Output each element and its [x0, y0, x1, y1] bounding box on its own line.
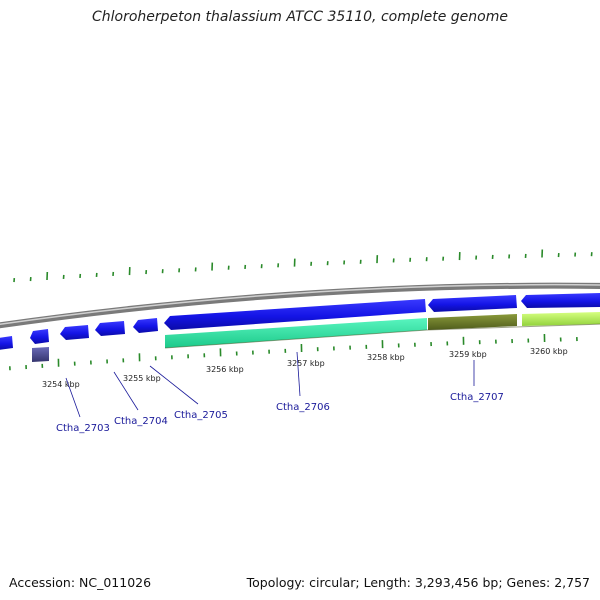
gene-callouts: Ctha_2703 Ctha_2704 Ctha_2705 Ctha_2706 Ctha… — [56, 351, 504, 434]
genome-backbone — [0, 282, 600, 329]
gene-callout-line — [113, 371, 139, 411]
scale-label: 3256 kbp — [206, 365, 244, 374]
gene-label[interactable]: Ctha_2706 — [276, 402, 330, 413]
gene-callout-line — [65, 377, 81, 418]
cog-block-purple — [32, 347, 49, 362]
inner-tick-ring — [9, 333, 578, 371]
gene-label[interactable]: Ctha_2703 — [56, 423, 110, 434]
cds-ctha-2703[interactable] — [0, 336, 13, 350]
map-title: Chloroherpeton thalassium ATCC 35110, co… — [92, 9, 508, 25]
scale-labels: 3254 kbp 3255 kbp 3256 kbp 3257 kbp 3258 kbp… — [42, 347, 568, 389]
scale-label: 3258 kbp — [367, 353, 405, 362]
cds-ctha-2706[interactable] — [164, 299, 426, 330]
scale-label: 3259 kbp — [449, 350, 487, 359]
cog-track-edge — [164, 323, 600, 349]
cds-ctha-2705b[interactable] — [95, 321, 125, 336]
accession-text: Accession: NC_011026 — [9, 575, 152, 590]
outer-tick-ring — [13, 249, 593, 283]
cds-ctha-2705c[interactable] — [133, 318, 158, 333]
gene-label[interactable]: Ctha_2707 — [450, 392, 504, 403]
gene-callout-line — [149, 365, 199, 405]
scale-label: 3255 kbp — [123, 374, 161, 383]
cog-block-lime — [522, 312, 600, 326]
cog-block-teal — [165, 318, 427, 348]
gene-callout-line — [296, 351, 301, 397]
cog-track — [32, 312, 600, 362]
scale-label: 3254 kbp — [42, 380, 80, 389]
cds-ctha-2704[interactable] — [30, 329, 49, 344]
gene-label[interactable]: Ctha_2705 — [174, 410, 228, 421]
cds-track — [0, 293, 600, 350]
cds-ctha-2707[interactable] — [428, 295, 517, 312]
genome-backbone-highlight — [0, 283, 600, 326]
gene-label[interactable]: Ctha_2704 — [114, 416, 168, 427]
scale-label: 3260 kbp — [530, 347, 568, 356]
summary-text: Topology: circular; Length: 3,293,456 bp… — [246, 575, 590, 590]
scale-label: 3257 kbp — [287, 359, 325, 368]
cds-ctha-2708[interactable] — [521, 293, 600, 308]
cog-block-olive — [428, 314, 517, 330]
cds-ctha-2705[interactable] — [60, 325, 89, 340]
